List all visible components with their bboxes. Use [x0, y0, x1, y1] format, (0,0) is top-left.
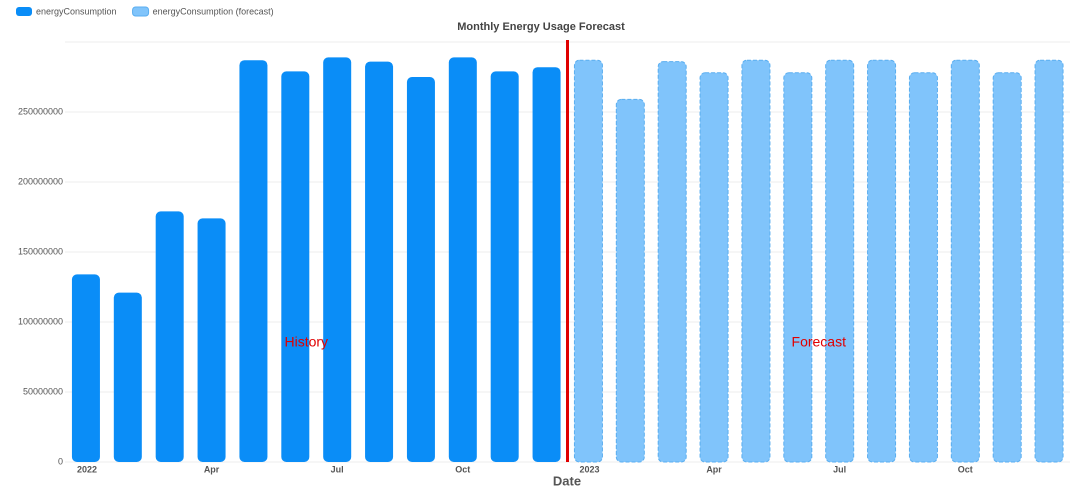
bar	[406, 77, 435, 462]
bar	[908, 72, 938, 463]
bar	[71, 274, 100, 462]
x-axis-title: Date	[553, 473, 581, 488]
annotation: Forecast	[792, 334, 847, 350]
x-tick-label: Jul	[331, 464, 344, 474]
bar	[573, 59, 603, 463]
x-tick-label: Jul	[833, 464, 846, 474]
x-tick-label: 2022	[77, 464, 97, 474]
legend-label: energyConsumption (forecast)	[153, 6, 274, 16]
bar	[490, 71, 519, 463]
bar	[741, 59, 771, 463]
bar	[532, 67, 561, 462]
bar	[197, 218, 226, 462]
x-tick-label: Oct	[958, 464, 973, 474]
bar	[657, 61, 687, 463]
bar	[992, 72, 1022, 463]
y-tick-label: 150000000	[18, 246, 63, 256]
legend-label: energyConsumption	[36, 6, 117, 16]
y-tick-label: 100000000	[18, 316, 63, 326]
bar	[783, 72, 813, 463]
legend-swatch	[132, 6, 150, 17]
bar	[1034, 59, 1064, 463]
bar	[867, 59, 897, 463]
bar	[239, 60, 268, 462]
bar	[825, 59, 855, 463]
bar	[699, 72, 729, 463]
bar	[281, 71, 310, 463]
bar	[615, 98, 645, 463]
y-tick-label: 50000000	[23, 386, 63, 396]
x-tick-label: Apr	[204, 464, 220, 474]
bar	[365, 61, 394, 462]
y-tick-label: 250000000	[18, 106, 63, 116]
x-tick-label: Oct	[455, 464, 470, 474]
y-tick-label: 0	[58, 456, 63, 466]
annotation: History	[284, 334, 328, 350]
bar	[323, 57, 352, 463]
y-tick-label: 200000000	[18, 176, 63, 186]
x-tick-label: 2023	[580, 464, 600, 474]
chart-title: Monthly Energy Usage Forecast	[457, 21, 625, 33]
legend-swatch	[16, 7, 32, 16]
bar	[113, 292, 142, 462]
bar	[448, 57, 477, 463]
bar	[950, 59, 980, 463]
x-tick-label: Apr	[706, 464, 722, 474]
bar	[155, 211, 184, 462]
